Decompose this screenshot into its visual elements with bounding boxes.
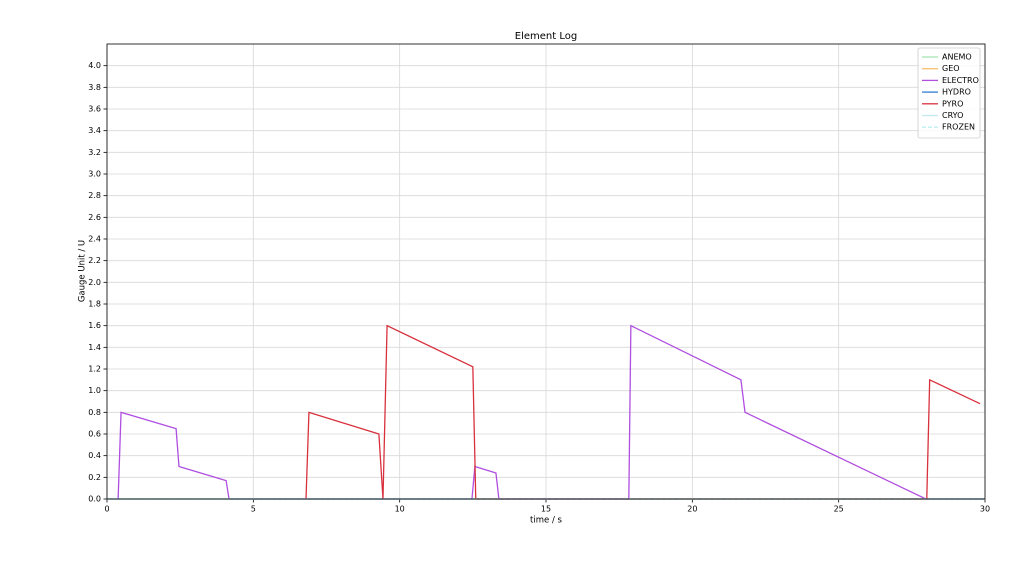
series-line	[305, 324, 981, 500]
y-tick-label: 2.6	[88, 213, 101, 222]
y-tick-label: 3.6	[88, 105, 101, 114]
plot-frame	[106, 43, 986, 500]
x-tick-label: 10	[395, 505, 405, 514]
y-tick-label: 1.8	[88, 300, 101, 309]
legend-label: PYRO	[942, 99, 963, 108]
y-tick-label: 0.8	[88, 408, 101, 417]
legend-label: ELECTRO	[942, 76, 979, 85]
chart-title: Element Log	[515, 31, 577, 42]
y-tick-label: 4.0	[88, 61, 101, 70]
y-tick-label: 1.6	[88, 321, 101, 330]
y-axis-label: Gauge Unit / U	[78, 240, 88, 302]
legend-label: ANEMO	[942, 53, 972, 62]
y-tick-label: 2.2	[88, 256, 101, 265]
x-tick-label: 5	[251, 505, 256, 514]
series-line	[117, 324, 985, 500]
y-tick-label: 2.0	[88, 278, 101, 287]
legend-label: HYDRO	[942, 88, 971, 97]
y-tick-label: 0.6	[88, 430, 101, 439]
y-tick-label: 3.2	[88, 148, 101, 157]
x-tick-label: 20	[687, 505, 697, 514]
x-tick-label: 0	[104, 505, 109, 514]
y-tick-label: 0.4	[88, 451, 101, 460]
y-tick-label: 1.4	[88, 343, 101, 352]
y-tick-label: 3.0	[88, 170, 101, 179]
x-tick-label: 25	[834, 505, 844, 514]
y-tick-label: 1.0	[88, 386, 101, 395]
y-tick-label: 3.4	[88, 126, 101, 135]
legend-label: FROZEN	[942, 123, 975, 132]
y-tick-label: 1.2	[88, 365, 101, 374]
y-tick-label: 2.8	[88, 191, 101, 200]
y-tick-label: 3.8	[88, 83, 101, 92]
x-tick-label: 15	[541, 505, 551, 514]
x-tick-label: 30	[980, 505, 990, 514]
legend-label: CRYO	[942, 111, 963, 120]
x-axis-label: time / s	[530, 516, 562, 526]
legend-label: GEO	[942, 64, 960, 73]
y-tick-label: 0.0	[88, 495, 101, 504]
y-tick-label: 0.2	[88, 473, 101, 482]
y-tick-label: 2.4	[88, 235, 101, 244]
